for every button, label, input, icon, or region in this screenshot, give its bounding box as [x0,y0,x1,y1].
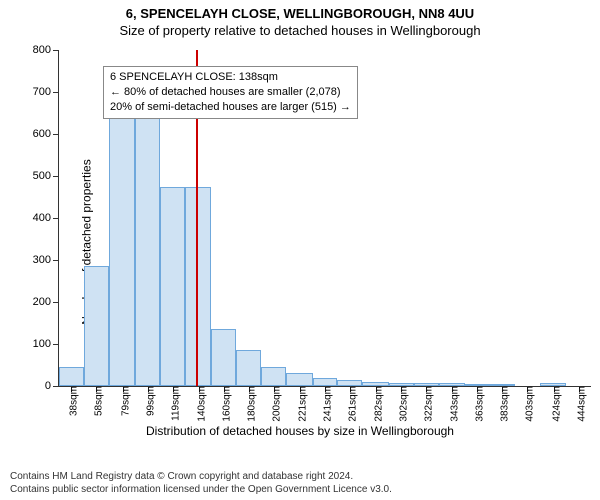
y-tick-label: 0 [45,380,59,392]
x-tick-label: 322sqm [418,386,435,422]
x-tick-label: 160sqm [215,386,232,422]
annotation-line: 20% of semi-detached houses are larger (… [110,100,351,115]
y-tick-label: 200 [33,296,59,308]
y-tick-label: 100 [33,338,59,350]
x-tick-label: 200sqm [265,386,282,422]
annotation-box: 6 SPENCELAYH CLOSE: 138sqm← 80% of detac… [103,66,358,119]
x-tick-label: 58sqm [88,386,105,416]
y-tick-label: 700 [33,86,59,98]
x-tick-label: 302sqm [393,386,410,422]
histogram-bar [59,367,84,386]
x-axis-label: Distribution of detached houses by size … [0,424,600,438]
x-tick-label: 383sqm [494,386,511,422]
attribution-text: Contains HM Land Registry data © Crown c… [10,471,392,496]
x-tick-label: 424sqm [545,386,562,422]
y-tick-label: 400 [33,212,59,224]
x-tick-label: 343sqm [444,386,461,422]
y-tick-label: 600 [33,128,59,140]
annotation-line: 6 SPENCELAYH CLOSE: 138sqm [110,70,351,85]
histogram-bar [160,187,185,387]
x-tick-label: 119sqm [164,386,181,421]
x-tick-label: 221sqm [292,386,309,422]
chart-title-main: 6, SPENCELAYH CLOSE, WELLINGBOROUGH, NN8… [0,0,600,21]
attribution-line: Contains public sector information licen… [10,484,392,497]
x-tick-label: 282sqm [368,386,385,422]
x-tick-label: 38sqm [63,386,80,416]
plot-inner: 010020030040050060070080038sqm58sqm79sqm… [58,50,591,387]
annotation-line: ← 80% of detached houses are smaller (2,… [110,85,351,100]
y-tick-label: 500 [33,170,59,182]
attribution-line: Contains HM Land Registry data © Crown c… [10,471,392,484]
histogram-bar [109,100,135,386]
x-tick-label: 363sqm [469,386,486,422]
y-tick-label: 800 [33,44,59,56]
x-tick-label: 444sqm [570,386,587,422]
chart-container: Number of detached properties 0100200300… [0,42,600,442]
histogram-bar [211,329,236,386]
plot-area: 010020030040050060070080038sqm58sqm79sqm… [58,50,590,386]
x-tick-label: 241sqm [317,386,334,422]
x-tick-label: 140sqm [190,386,207,422]
y-tick-label: 300 [33,254,59,266]
x-tick-label: 261sqm [341,386,358,422]
histogram-bar [84,266,109,386]
x-tick-label: 403sqm [519,386,536,422]
histogram-bar [236,350,261,386]
chart-title-sub: Size of property relative to detached ho… [0,21,600,38]
x-tick-label: 99sqm [139,386,156,416]
x-tick-label: 79sqm [114,386,131,416]
histogram-bar [286,373,312,386]
histogram-bar [313,378,338,386]
histogram-bar [135,109,160,386]
histogram-bar [261,367,286,386]
x-tick-label: 180sqm [240,386,257,422]
